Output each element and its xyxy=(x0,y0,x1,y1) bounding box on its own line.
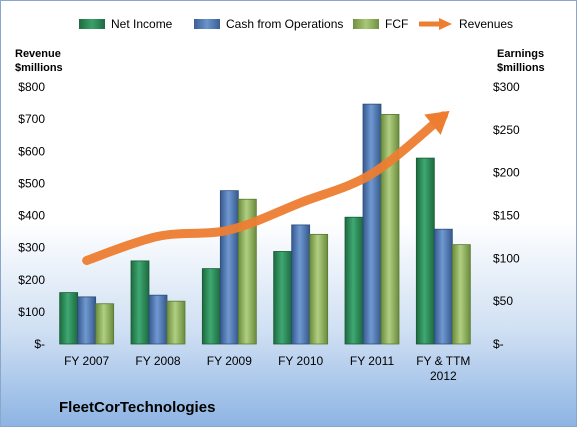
bar-fcf xyxy=(95,303,115,345)
right-tick-label: $200 xyxy=(493,166,520,180)
right-axis-title-line1: Earnings xyxy=(497,48,545,60)
bar-fcf xyxy=(166,300,186,345)
left-axis-title-line2: $millions xyxy=(15,62,63,74)
revenues-arrowhead xyxy=(424,110,450,135)
legend-swatch-net-income xyxy=(79,19,105,29)
bar-cash-from-operations xyxy=(433,228,453,345)
legend-label-cash-from-operations: Cash from Operations xyxy=(226,17,344,31)
bar-cash-from-operations xyxy=(219,190,239,345)
bar-net-income xyxy=(59,292,79,345)
right-tick-label: $- xyxy=(493,337,504,351)
x-tick-label: FY 2009 xyxy=(207,354,252,368)
left-tick-label: $100 xyxy=(18,305,45,319)
right-tick-label: $250 xyxy=(493,123,520,137)
x-tick-label: FY 2008 xyxy=(135,354,180,368)
legend-arrow-icon xyxy=(419,18,452,30)
bar-cash-from-operations xyxy=(148,294,168,345)
x-tick-label-line2: 2012 xyxy=(430,369,457,383)
bar-net-income xyxy=(130,260,150,345)
x-tick-label: FY 2010 xyxy=(278,354,323,368)
x-tick-label: FY & TTM xyxy=(416,354,470,368)
left-tick-label: $- xyxy=(34,337,45,351)
left-tick-label: $500 xyxy=(18,176,45,190)
x-tick-label: FY 2007 xyxy=(64,354,109,368)
legend-label-net-income: Net Income xyxy=(111,17,173,31)
right-axis-title: Earnings $millions xyxy=(497,47,545,75)
left-tick-label: $300 xyxy=(18,241,45,255)
bar-cash-from-operations xyxy=(291,224,311,345)
left-tick-label: $400 xyxy=(18,209,45,223)
company-name: FleetCorTechnologies xyxy=(59,399,216,416)
revenues-line xyxy=(82,111,448,265)
bar-fcf xyxy=(451,244,471,345)
left-tick-label: $700 xyxy=(18,112,45,126)
legend-swatch-fcf xyxy=(353,19,379,29)
bar-fcf xyxy=(309,233,329,345)
left-tick-label: $600 xyxy=(18,144,45,158)
left-axis-title: Revenue $millions xyxy=(15,47,63,75)
bar-net-income xyxy=(344,216,364,345)
bar-net-income xyxy=(201,268,221,345)
legend-label-fcf: FCF xyxy=(385,17,409,31)
right-tick-label: $150 xyxy=(493,209,520,223)
bar-net-income xyxy=(273,251,293,345)
right-axis-title-line2: $millions xyxy=(497,62,545,74)
x-tick-label: FY 2011 xyxy=(350,354,395,368)
legend-label-revenues: Revenues xyxy=(459,17,514,31)
left-tick-label: $200 xyxy=(18,273,45,287)
right-tick-label: $300 xyxy=(493,80,520,94)
bar-fcf xyxy=(380,114,400,345)
bar-fcf xyxy=(237,198,257,345)
right-tick-label: $100 xyxy=(493,251,520,265)
bar-net-income xyxy=(415,157,435,345)
right-tick-label: $50 xyxy=(493,294,513,308)
left-axis-title-line1: Revenue xyxy=(15,48,61,60)
bar-cash-from-operations xyxy=(362,103,382,345)
left-tick-label: $800 xyxy=(18,80,45,94)
legend-swatch-cash-from-operations xyxy=(194,19,220,29)
bar-cash-from-operations xyxy=(77,296,97,345)
